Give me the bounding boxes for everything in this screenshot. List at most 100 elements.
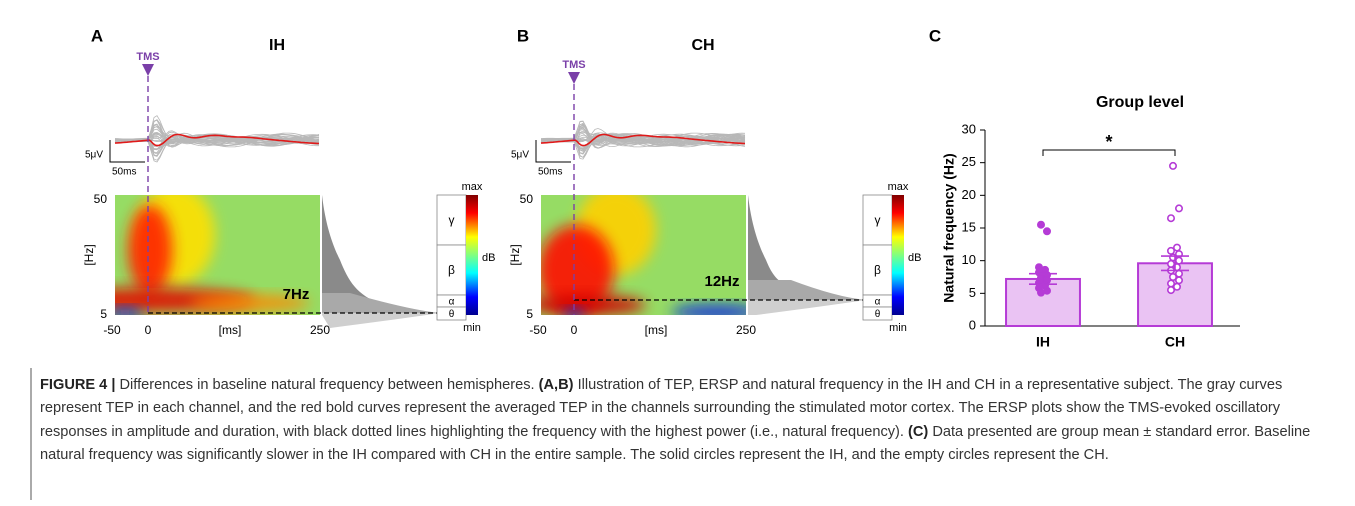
heatmap-blob [541,225,614,315]
band-label: β [448,263,455,277]
x-tick-label: IH [1036,334,1050,350]
band-label: θ [875,309,881,320]
spectrum-dark [322,195,400,309]
caption: FIGURE 4 | Differences in baseline natur… [40,374,1330,468]
colorbar [466,195,478,315]
band-label: β [874,263,881,277]
x-tick-label: 0 [571,323,578,337]
tms-arrow [568,72,580,84]
band-label: γ [875,213,881,227]
panel-title: IH [269,37,285,54]
data-point [1037,220,1046,229]
band-label: α [875,297,881,308]
x-tick-label: 0 [145,323,152,337]
x-tick-label: -50 [103,323,121,337]
scale-time: 50ms [538,167,562,178]
caption-ref: (C) [908,423,929,440]
colorbar-min: min [463,322,481,334]
data-point [1175,204,1184,213]
heatmap-blob [564,309,584,315]
data-point [1167,286,1176,295]
x-tick-label: CH [1165,334,1185,350]
scale-time: 50ms [112,167,136,178]
heatmap-blob [115,308,143,315]
colorbar-max: max [888,181,909,193]
y-axis-label: Natural frequency (Hz) [941,153,957,302]
panel-letter: B [517,26,529,45]
x-tick-label: 250 [736,323,756,337]
spectrum-mid [322,293,440,313]
caption-text: Differences in baseline natural frequenc… [115,377,539,393]
panel-title: CH [691,37,714,54]
y-tick-label: 5 [969,285,976,300]
y-tick-label: 50 [94,192,108,206]
band-label: γ [449,213,455,227]
colorbar-unit: dB [482,252,495,264]
data-point [1167,214,1176,223]
caption-label: FIGURE 4 | [40,377,116,393]
spectrum-mid [748,280,866,300]
scale-bar [109,140,145,163]
band-label: α [449,297,455,308]
x-tick-label: -50 [529,323,547,337]
significance-label: * [1105,132,1112,152]
y-tick-label: 50 [520,192,534,206]
chart-title: Group level [1096,94,1184,111]
spectrum-light [748,195,866,315]
y-tick-label: 0 [969,317,976,332]
colorbar-min: min [889,322,907,334]
spectrum-dark [748,195,826,296]
band-label: θ [449,309,455,320]
band-box [436,244,467,296]
colorbar-max: max [462,181,483,193]
bar [1137,262,1213,327]
error-bar [1029,272,1057,285]
data-point [1167,246,1176,255]
tep-average [114,133,320,147]
panel-letter: A [91,26,103,45]
data-point [1175,276,1184,285]
tep-channel [115,136,319,150]
bar [1005,277,1081,327]
x-axis-label: [ms] [219,323,242,337]
heatmap-blob [671,305,746,315]
caption-text: Illustration of TEP, ERSP and natural fr… [40,377,1283,440]
caption-text: Data presented are group mean ± standard… [40,423,1311,464]
band-box [436,194,467,246]
heatmap-blob [541,295,646,315]
tms-label: TMS [562,59,585,71]
y-tick-label: 15 [962,219,976,234]
tms-arrow [142,64,154,76]
y-tick-label: 30 [962,121,976,136]
ersp-heatmap [541,195,746,315]
y-axis-label: [Hz] [508,244,522,265]
data-point [1043,227,1052,236]
x-axis-label: [ms] [645,323,668,337]
tms-label: TMS [136,51,159,63]
heatmap-blob [190,295,310,311]
ersp-heatmap [115,195,320,315]
caption-ref: (A,B) [538,377,574,393]
panel-letter: C [929,26,941,45]
panel: A IH 5μV 50ms 50 5 [Hz] -50 0 250 [ms] 7Hz TMS γ β αθ ma… [82,26,495,337]
scale-voltage: 5μV [85,150,103,161]
significance-bracket [1042,149,1176,156]
spectrum-light [322,195,440,328]
y-tick-label: 5 [526,307,533,321]
caption-rule [30,368,32,500]
tep-channel [541,129,745,144]
data-point [1173,282,1182,291]
band-box [862,194,893,246]
y-tick-label: 20 [962,187,976,202]
colorbar-unit: dB [908,252,921,264]
data-point [1175,256,1184,265]
x-tick-label: 250 [310,323,330,337]
error-bar [1161,255,1189,272]
heatmap-blob [128,205,172,295]
tep-average [540,133,746,147]
scale-voltage: 5μV [511,150,529,161]
scale-bar [535,140,571,163]
